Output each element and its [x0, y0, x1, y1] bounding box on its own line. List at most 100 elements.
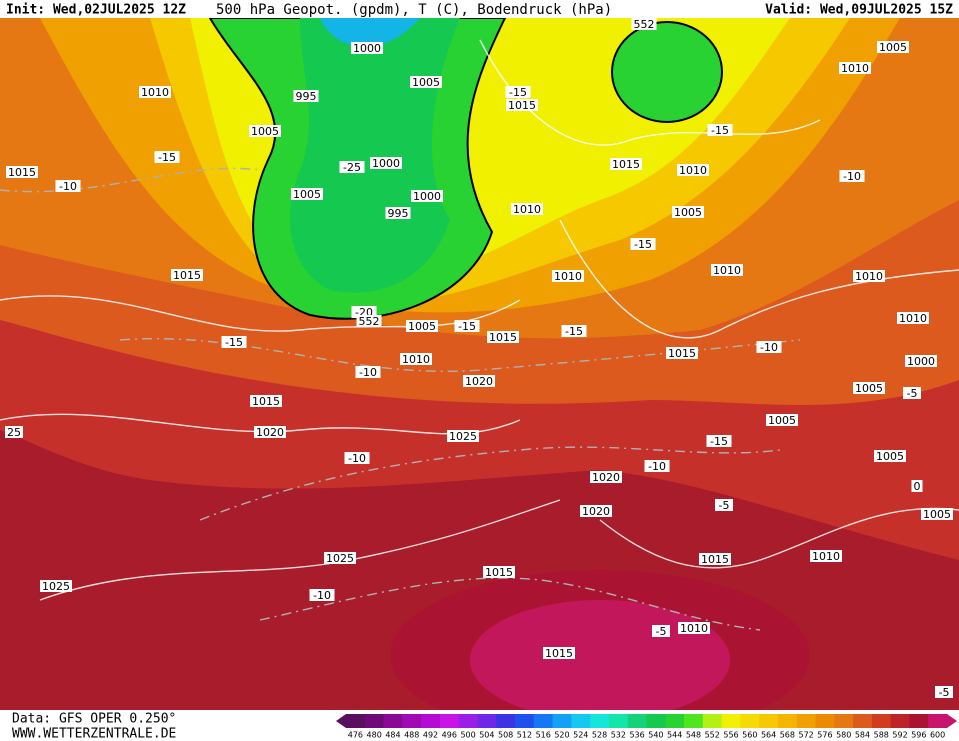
legend-swatch: [477, 714, 497, 728]
map-label: 1025: [449, 430, 477, 443]
legend-label: 508: [498, 731, 513, 740]
legend-swatch: [777, 714, 798, 728]
label-box: [666, 347, 698, 359]
label-box: [511, 203, 543, 215]
legend-label: 536: [629, 731, 644, 740]
map-label: 1010: [141, 86, 169, 99]
map-label: 1015: [489, 331, 517, 344]
label-box: [911, 480, 923, 492]
legend-label: 600: [930, 731, 945, 740]
legend-swatch: [702, 714, 723, 728]
map-label: 1000: [907, 355, 935, 368]
map-label: -15: [634, 238, 652, 251]
legend-label: 476: [348, 731, 363, 740]
legend-label: 504: [479, 731, 494, 740]
label-box: [839, 62, 871, 74]
label-box: [707, 124, 733, 136]
legend-swatch: [590, 714, 610, 728]
label-box: [40, 580, 72, 592]
legend-swatch: [815, 714, 835, 728]
map-label: 1010: [713, 264, 741, 277]
map-label: -10: [348, 452, 366, 465]
map-label: -10: [760, 341, 778, 354]
map-title: 500 hPa Geopot. (gpdm), T (C), Bodendruc…: [216, 2, 612, 18]
map-label: -5: [907, 387, 918, 400]
label-box: [154, 151, 180, 163]
map-label: 1005: [855, 382, 883, 395]
map-label: -10: [313, 589, 331, 602]
map-label: -10: [359, 366, 377, 379]
label-box: [715, 499, 733, 511]
legend-label: 592: [892, 731, 907, 740]
label-box: [487, 331, 519, 343]
label-box: [355, 366, 381, 378]
label-box: [897, 312, 929, 324]
map-label: -5: [939, 686, 950, 699]
map-label: 1015: [545, 647, 573, 660]
map-label: 1010: [841, 62, 869, 75]
map-label: 1000: [353, 42, 381, 55]
legend-swatch: [721, 714, 741, 728]
label-box: [590, 471, 622, 483]
label-box: [171, 269, 203, 281]
map-label: -5: [719, 499, 730, 512]
map-label: 1015: [668, 347, 696, 360]
map-label: 1000: [413, 190, 441, 203]
legend-swatch: [458, 714, 478, 728]
legend-label: 580: [836, 731, 851, 740]
data-source: Data: GFS OPER 0.250°: [12, 712, 176, 727]
legend-swatch: [496, 714, 516, 728]
label-box: [411, 190, 443, 202]
map-label: 1020: [592, 471, 620, 484]
label-box: [291, 188, 323, 200]
legend-swatch: [552, 714, 572, 728]
label-box: [293, 90, 319, 102]
legend-label: 596: [911, 731, 926, 740]
label-box: [678, 622, 710, 634]
legend-swatch: [796, 714, 817, 728]
label-box: [921, 508, 953, 520]
label-box: [351, 42, 383, 54]
map-label: 1015: [612, 158, 640, 171]
label-box: [552, 270, 584, 282]
label-box: [506, 99, 538, 111]
legend-label: 556: [723, 731, 738, 740]
legend-label: 548: [686, 731, 701, 740]
legend-label: 516: [536, 731, 551, 740]
map-label: -15: [158, 151, 176, 164]
legend-swatch: [759, 714, 779, 728]
map-label: -5: [656, 625, 667, 638]
label-box: [699, 553, 731, 565]
valid-time: Valid: Wed,09JUL2025 15Z: [765, 3, 953, 18]
legend-label: 552: [705, 731, 720, 740]
legend-swatch: [871, 714, 892, 728]
label-box: [756, 341, 782, 353]
label-box: [410, 76, 442, 88]
map-label: 1010: [513, 203, 541, 216]
label-box: [839, 170, 865, 182]
legend-swatch: [627, 714, 647, 728]
label-box: [356, 315, 382, 327]
label-box: [706, 435, 732, 447]
legend-label: 500: [460, 731, 475, 740]
legend-label: 512: [517, 731, 532, 740]
map-label: 1025: [326, 552, 354, 565]
label-box: [652, 625, 670, 637]
map-label: 1010: [679, 164, 707, 177]
label-box: [139, 86, 171, 98]
label-box: [406, 320, 438, 332]
map-label: 1010: [680, 622, 708, 635]
label-box: [447, 430, 479, 442]
legend-swatch: [853, 714, 873, 728]
label-box: [6, 166, 38, 178]
map-label: 1010: [812, 550, 840, 563]
legend-swatch: [890, 714, 910, 728]
legend-label: 532: [611, 731, 626, 740]
map-label: 1005: [412, 76, 440, 89]
legend-label: 488: [404, 731, 419, 740]
label-box: [221, 336, 247, 348]
map-label: 1020: [256, 426, 284, 439]
map-label: 1010: [554, 270, 582, 283]
legend-label: 584: [855, 731, 870, 740]
